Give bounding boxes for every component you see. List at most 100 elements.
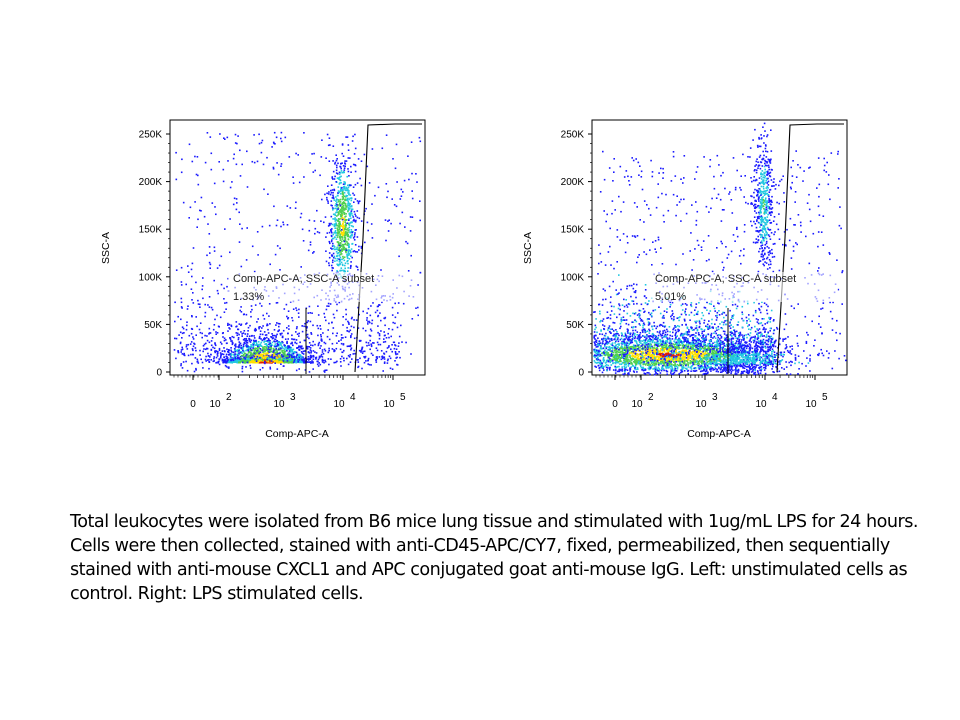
- event-dot: [640, 367, 643, 369]
- event-dot: [344, 165, 346, 168]
- event-dot: [418, 136, 421, 139]
- event-dot: [265, 348, 268, 351]
- event-dot: [280, 347, 282, 350]
- event-dot: [262, 346, 264, 348]
- event-dot: [349, 231, 351, 233]
- event-dot: [339, 230, 342, 232]
- event-dot: [327, 193, 330, 195]
- event-dot: [339, 237, 341, 240]
- event-dot: [607, 364, 610, 367]
- event-dot: [282, 347, 284, 350]
- event-dot: [296, 333, 299, 335]
- event-dot: [348, 204, 351, 207]
- event-dot: [614, 359, 616, 361]
- event-dot: [223, 339, 226, 342]
- event-dot: [346, 219, 348, 221]
- event-dot: [682, 349, 685, 352]
- event-dot: [341, 258, 343, 261]
- event-dot: [331, 239, 333, 241]
- event-dot: [287, 317, 290, 319]
- event-dot: [302, 356, 304, 358]
- event-dot: [390, 222, 392, 225]
- event-dot: [350, 205, 353, 208]
- event-dot: [258, 359, 261, 361]
- event-dot: [349, 329, 352, 332]
- event-dot: [642, 360, 644, 363]
- event-dot: [634, 337, 636, 340]
- event-dot: [237, 346, 239, 348]
- event-dot: [253, 343, 255, 345]
- event-dot: [339, 242, 342, 244]
- event-dot: [350, 211, 352, 214]
- plot-frame: [591, 119, 848, 376]
- event-dot: [261, 348, 264, 350]
- event-dot: [289, 207, 292, 209]
- event-dot: [779, 337, 781, 340]
- event-dot: [327, 200, 329, 203]
- event-dot: [391, 328, 394, 331]
- event-dot: [257, 254, 259, 256]
- event-dot: [637, 349, 640, 352]
- event-dot: [286, 357, 288, 359]
- event-dot: [215, 356, 218, 359]
- event-dot: [290, 354, 292, 356]
- event-dot: [304, 369, 307, 371]
- event-dot: [259, 356, 261, 359]
- event-dot: [376, 356, 378, 358]
- event-dot: [347, 231, 349, 234]
- event-dot: [354, 198, 357, 200]
- event-dot: [332, 313, 335, 316]
- event-dot: [238, 343, 241, 346]
- event-dot: [658, 368, 660, 370]
- event-dot: [651, 341, 654, 344]
- event-dot: [321, 358, 324, 361]
- event-dot: [334, 223, 337, 225]
- event-dot: [231, 343, 234, 346]
- event-dot: [385, 239, 387, 242]
- event-dot: [192, 247, 195, 249]
- event-dot: [341, 209, 343, 212]
- event-dot: [239, 351, 242, 354]
- event-dot: [271, 333, 273, 335]
- event-dot: [200, 210, 202, 212]
- event-dot: [352, 225, 354, 228]
- event-dot: [352, 237, 355, 239]
- event-dot: [625, 360, 627, 363]
- event-dot: [251, 308, 253, 311]
- event-dot: [344, 238, 347, 241]
- event-dot: [278, 348, 280, 351]
- event-dot: [231, 181, 233, 183]
- event-dot: [256, 347, 258, 350]
- event-dot: [230, 340, 232, 342]
- event-dot: [250, 335, 253, 337]
- event-dot: [636, 342, 638, 345]
- event-dot: [640, 342, 642, 345]
- event-dot: [229, 186, 232, 189]
- event-dot: [331, 204, 333, 207]
- event-dot: [339, 198, 342, 201]
- event-dot: [653, 367, 656, 370]
- event-dot: [262, 314, 264, 317]
- event-dot: [338, 203, 341, 206]
- event-dot: [373, 342, 375, 344]
- event-dot: [344, 189, 347, 192]
- event-dot: [236, 359, 239, 361]
- event-dot: [320, 335, 322, 338]
- flow-plot-left: Comp-APC-A, SSC-A subset 1.33% 0 50K 100K 150…: [95, 110, 426, 450]
- event-dot: [378, 334, 381, 337]
- event-dot: [235, 359, 237, 361]
- event-dot: [343, 218, 345, 220]
- event-dot: [694, 355, 697, 358]
- event-dot: [318, 362, 320, 364]
- event-dot: [267, 193, 269, 195]
- event-dot: [270, 344, 272, 346]
- event-dot: [331, 348, 334, 350]
- event-dot: [254, 349, 256, 352]
- event-dot: [346, 256, 349, 258]
- event-dot: [239, 346, 241, 348]
- event-dot: [607, 367, 609, 369]
- event-dot: [604, 345, 606, 348]
- event-dot: [256, 352, 259, 355]
- event-dot: [247, 349, 249, 352]
- event-dot: [247, 353, 249, 356]
